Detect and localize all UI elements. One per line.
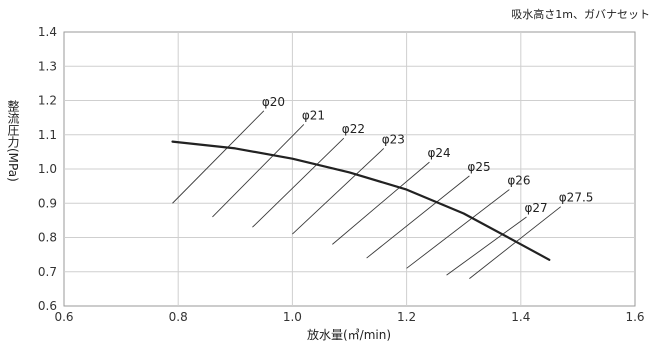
nozzle-label: φ22 xyxy=(342,122,365,136)
nozzle-line xyxy=(469,206,562,279)
nozzle-line xyxy=(212,124,305,218)
nozzle-label: φ24 xyxy=(427,146,450,160)
nozzle-lines: φ20 φ21 φ22 φ23 φ24 φ25 φ26 φ27 φ27.5 xyxy=(172,95,593,279)
y-tick-label: 1.0 xyxy=(38,162,57,176)
nozzle-line xyxy=(292,148,385,235)
x-tick-label: 0.6 xyxy=(54,310,73,324)
x-tick-label: 0.8 xyxy=(169,310,188,324)
x-tick-label: 1.6 xyxy=(625,310,644,324)
y-tick-label: 0.6 xyxy=(38,299,57,313)
x-axis-label: 放水量(㎥/min) xyxy=(307,327,391,342)
nozzle-line xyxy=(172,110,265,204)
nozzle-label: φ25 xyxy=(467,160,490,174)
nozzle-line xyxy=(406,189,510,269)
nozzle-label: φ21 xyxy=(302,108,325,122)
nozzle-label: φ23 xyxy=(382,132,405,146)
nozzle-label: φ20 xyxy=(262,95,285,109)
y-tick-label: 1.4 xyxy=(38,25,57,39)
nozzle-line xyxy=(366,175,470,259)
curve-layer xyxy=(171,140,551,261)
x-tick-label: 1.2 xyxy=(397,310,416,324)
tick-labels: 0.6 0.8 1.0 1.2 1.4 1.6 0.6 0.7 0.8 0.9 1.0 1.1 1.2 1… xyxy=(38,25,645,324)
y-tick-label: 0.8 xyxy=(38,231,57,245)
grid xyxy=(64,32,635,306)
nozzle-line xyxy=(332,161,430,245)
pressure-curve xyxy=(171,140,551,261)
chart-note: 吸水高さ1m、ガバナセット xyxy=(511,7,650,21)
y-axis-label: 整流圧力(MPa) xyxy=(6,100,20,182)
x-tick-label: 1.0 xyxy=(283,310,302,324)
y-tick-label: 0.7 xyxy=(38,265,57,279)
y-tick-label: 1.3 xyxy=(38,59,57,73)
nozzle-line xyxy=(252,137,345,228)
nozzle-label: φ27 xyxy=(525,201,548,215)
y-tick-label: 1.2 xyxy=(38,94,57,108)
nozzle-label: φ26 xyxy=(507,174,530,188)
nozzle-label: φ27.5 xyxy=(559,191,594,205)
y-tick-label: 1.1 xyxy=(38,128,57,142)
nozzle-line xyxy=(446,216,527,276)
y-tick-label: 0.9 xyxy=(38,196,57,210)
x-tick-label: 1.4 xyxy=(511,310,530,324)
